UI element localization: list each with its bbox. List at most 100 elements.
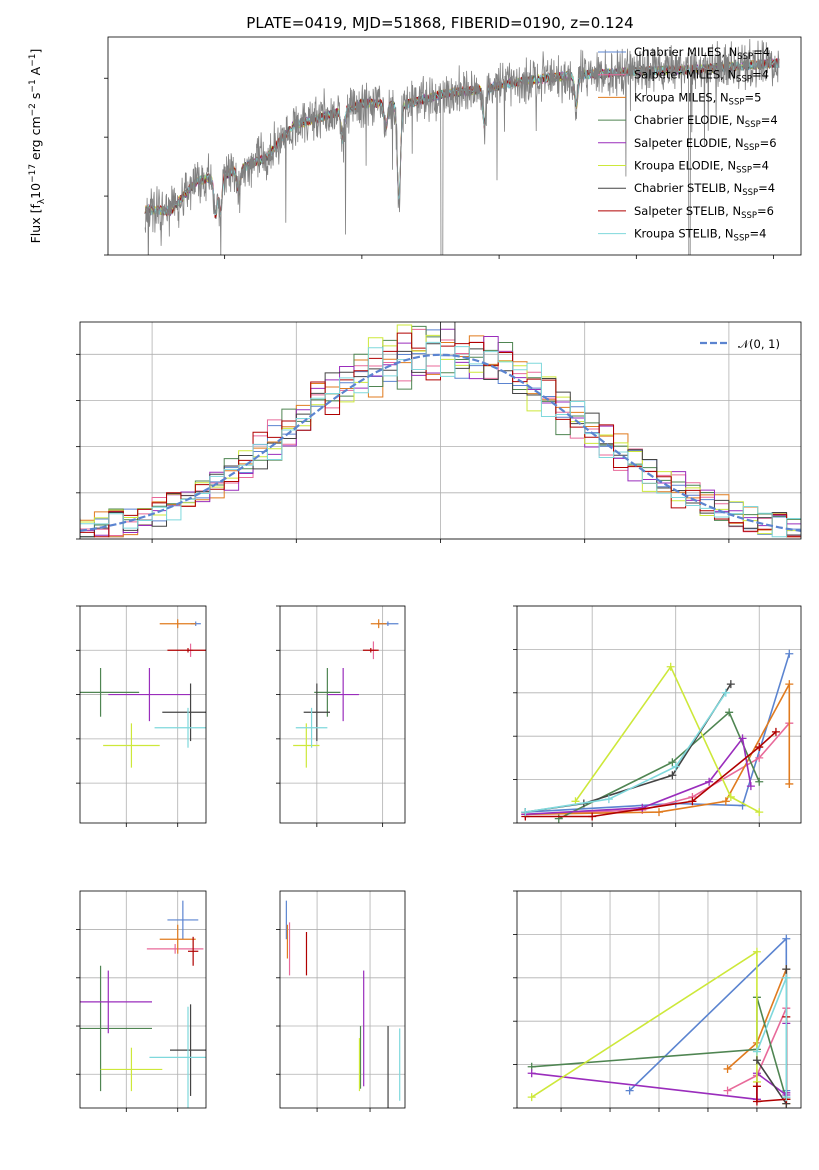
weight_vs_age-series — [521, 649, 794, 823]
age_vs_mass-points — [293, 619, 399, 768]
weight-marker — [688, 797, 697, 806]
errorbar-point — [295, 707, 328, 748]
weight-marker — [752, 1056, 761, 1065]
legend-tail: =4 — [753, 45, 770, 59]
weight_vs_age-axes — [513, 605, 801, 827]
legend-label: Chabrier STELIB, N — [634, 181, 742, 195]
legend-tail: =4 — [752, 68, 769, 82]
mass_vs_ebv-grid — [280, 891, 405, 1108]
weight-marker — [782, 965, 791, 974]
weight_vs_Z-frame — [516, 890, 802, 1109]
weight-marker — [721, 688, 730, 697]
legend-label: Kroupa STELIB, N — [634, 227, 734, 241]
y-axis-label: Flux [fλ10−17 erg cm−2 s−1 A−1] — [28, 49, 47, 244]
spectrum-frame — [107, 36, 802, 256]
errorbar-point — [188, 936, 199, 966]
weight-series-9 — [756, 977, 788, 1098]
y-axis-label-part: s — [28, 93, 43, 104]
mass_vs_ebv-frame — [279, 890, 406, 1109]
legend-sub: SSP — [737, 52, 753, 62]
weight-marker — [752, 1082, 761, 1091]
weight-marker — [625, 1086, 634, 1095]
legend-tail: =4 — [752, 159, 769, 173]
weight-marker — [755, 808, 764, 817]
weight-series-2 — [525, 722, 790, 816]
y-axis-label-part: erg cm — [28, 116, 43, 164]
legend-label: Kroupa MILES, N — [634, 90, 729, 104]
weight-marker — [785, 649, 794, 658]
legend-entry: Salpeter ELODIE, NSSP=6 — [634, 136, 777, 153]
age_vs_Z-axes — [76, 605, 206, 827]
y-axis-label-part: −1 — [28, 79, 38, 92]
errorbar-point — [103, 723, 160, 768]
legend-entry: Kroupa MILES, NSSP=5 — [634, 90, 761, 107]
weight-marker — [671, 762, 680, 771]
legend-sub: SSP — [734, 234, 750, 244]
errorbar-point — [80, 970, 152, 1034]
weight-marker — [668, 771, 677, 780]
weight-marker — [726, 680, 735, 689]
errorbar-point — [362, 648, 379, 653]
age_vs_mass-axes — [276, 605, 405, 827]
histogram-9 — [80, 341, 801, 538]
weight-marker — [723, 1064, 732, 1073]
legend-sub: SSP — [745, 120, 761, 130]
legend-label: 𝒩(0, 1) — [738, 337, 780, 351]
age_vs_Z-frame — [79, 605, 207, 824]
legend-sub: SSP — [744, 143, 760, 153]
errorbar-point — [167, 900, 199, 940]
age_vs_mass-frame — [279, 605, 406, 824]
weight-series-8 — [756, 1016, 788, 1103]
legend-label: Salpeter STELIB, N — [634, 204, 741, 218]
legend-label: Salpeter ELODIE, N — [634, 136, 744, 150]
legend-sub: SSP — [729, 97, 745, 107]
errorbar-point — [146, 944, 204, 954]
weight-marker — [721, 797, 730, 806]
errorbar-point — [108, 668, 191, 722]
age_vs_Z-grid — [80, 605, 206, 823]
errorbar-point — [303, 683, 330, 742]
weight-marker — [738, 734, 747, 743]
weight-marker — [726, 792, 735, 801]
weight-marker — [604, 795, 613, 804]
weight-marker — [771, 727, 780, 736]
errorbar-point — [154, 707, 206, 748]
errorbar-point — [167, 648, 206, 653]
legend-label: Chabrier MILES, N — [634, 45, 737, 59]
y-axis-label-part: −17 — [28, 164, 38, 183]
y-axis-label-part: 10 — [28, 183, 43, 199]
mass_vs_ebv-points — [285, 900, 401, 1108]
weight-marker — [755, 777, 764, 786]
legend-label: Chabrier ELODIE, N — [634, 113, 745, 127]
mass_vs_ebv-axes — [276, 891, 405, 1112]
errorbar-point — [100, 1047, 163, 1092]
errorbar-point — [80, 668, 140, 717]
weight-marker — [782, 1093, 791, 1102]
weight-marker — [755, 753, 764, 762]
legend-sub: SSP — [742, 188, 758, 198]
weight-marker — [588, 812, 597, 821]
mass_vs_Z-frame — [79, 890, 207, 1109]
legend-entry: Salpeter STELIB, NSSP=6 — [634, 204, 774, 221]
y-axis-label-part: ] — [28, 49, 43, 54]
y-axis-label-part: λ — [37, 198, 47, 204]
weight-marker — [752, 947, 761, 956]
residual-histograms — [80, 322, 801, 538]
weight-marker — [666, 662, 675, 671]
errorbar-point — [170, 1004, 206, 1096]
weight_vs_age-grid — [517, 605, 801, 824]
legend-entry: Salpeter MILES, NSSP=4 — [634, 68, 769, 85]
errorbar-point — [80, 965, 152, 1092]
weight-marker — [725, 708, 734, 717]
errorbar-point — [149, 1006, 206, 1108]
errorbar-point — [314, 668, 341, 717]
legend-entry: Kroupa ELODIE, NSSP=4 — [634, 159, 769, 176]
y-axis-label-part: −2 — [28, 103, 38, 116]
legend-tail: =5 — [744, 90, 761, 104]
weight-marker — [755, 743, 764, 752]
weight-marker — [527, 1093, 536, 1102]
legend-tail: =4 — [758, 181, 775, 195]
errorbar-point — [327, 668, 359, 722]
